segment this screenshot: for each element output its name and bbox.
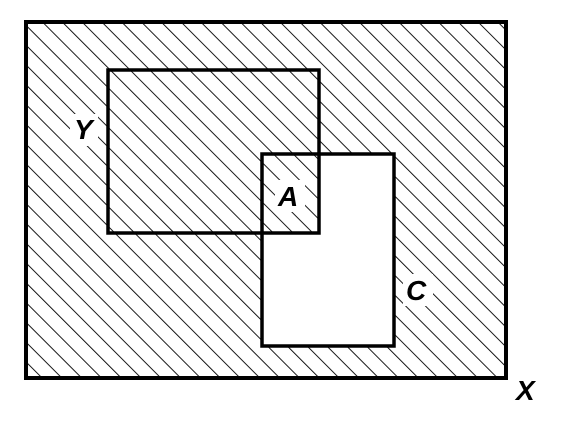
- set-c-border: [260, 152, 396, 348]
- label-a: A: [277, 181, 298, 212]
- label-y-background: [70, 114, 98, 146]
- label-x: X: [514, 375, 537, 406]
- label-y: Y: [74, 114, 95, 145]
- universe-x-border: [24, 20, 508, 380]
- set-y-border: [106, 68, 321, 235]
- label-a-background: [275, 180, 305, 212]
- label-c-background: [403, 274, 433, 306]
- label-c: C: [406, 275, 427, 306]
